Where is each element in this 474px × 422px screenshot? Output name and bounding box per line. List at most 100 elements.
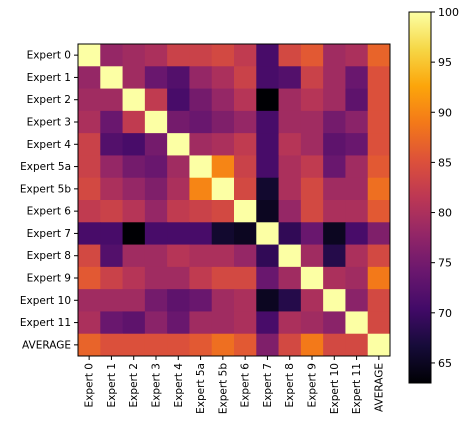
heatmap-cell-expert-7-expert-8 [278, 222, 302, 245]
heatmap-cell-expert-5a-expert-4 [167, 155, 190, 179]
heatmap-cell-expert-10-expert-0 [78, 289, 101, 312]
heatmap-cell-expert-9-expert-9 [300, 266, 324, 290]
heatmap-cell-expert-7-average [367, 222, 391, 245]
heatmap-cell-expert-8-expert-0 [78, 244, 101, 268]
heatmap-cell-expert-3-expert-3 [144, 110, 168, 134]
heatmap-cell-expert-4-expert-8 [278, 133, 302, 156]
column-label-expert-3: Expert 3 [151, 363, 163, 407]
row-label-expert-0: Expert 0 [27, 50, 71, 62]
heatmap-cell-expert-3-expert-1 [100, 110, 123, 134]
row-label-expert-3: Expert 3 [27, 117, 71, 129]
heatmap-cell-expert-11-expert-5b [211, 311, 235, 335]
heatmap-cell-expert-0-expert-6 [234, 44, 257, 67]
colorbar-tick-label-90: 90 [438, 106, 452, 119]
heatmap-cell-expert-5b-expert-2 [122, 177, 146, 201]
heatmap-cell-expert-3-expert-4 [167, 110, 190, 134]
heatmap-cell-expert-1-expert-4 [167, 66, 190, 89]
heatmap-cell-average-expert-6 [234, 333, 257, 357]
heatmap-cell-average-expert-9 [300, 333, 324, 357]
colorbar-tick-label-100: 100 [438, 6, 459, 19]
heatmap-cell-expert-8-expert-10 [323, 244, 346, 268]
heatmap-cell-expert-6-expert-7 [256, 200, 279, 223]
row-label-expert-8: Expert 8 [27, 250, 71, 262]
heatmap-cell-expert-5b-average [367, 177, 391, 201]
heatmap-cell-expert-3-expert-10 [323, 110, 346, 134]
column-label-expert-8: Expert 8 [284, 363, 296, 407]
column-label-expert-5b: Expert 5b [217, 363, 229, 414]
column-labels: Expert 0 Expert 1 Expert 2 Expert 3 Expert 4… [84, 356, 385, 414]
heatmap-cell-expert-10-expert-11 [345, 289, 369, 312]
colorbar [408, 11, 432, 384]
colorbar-tick-label-75: 75 [438, 257, 452, 270]
heatmap-cell-expert-1-average [367, 66, 391, 89]
colorbar-tick-label-85: 85 [438, 156, 452, 169]
heatmap-cell-expert-9-expert-5a [189, 266, 213, 290]
heatmap-cell-expert-9-expert-7 [256, 266, 279, 290]
heatmap-cell-expert-6-expert-5a [189, 200, 213, 223]
heatmap-cell-average-expert-5b [211, 333, 235, 357]
heatmap-cell-expert-9-expert-1 [100, 266, 123, 290]
heatmap-cell-expert-5a-expert-3 [144, 155, 168, 179]
heatmap-cell-expert-5b-expert-0 [78, 177, 101, 201]
heatmap-cell-expert-2-expert-10 [323, 88, 346, 112]
heatmap-cell-expert-6-expert-9 [300, 200, 324, 223]
heatmap-cell-expert-7-expert-7 [256, 222, 279, 245]
heatmap-cell-average-expert-5a [189, 333, 213, 357]
heatmap-cell-expert-4-expert-6 [234, 133, 257, 156]
heatmap-cell-expert-3-expert-5a [189, 110, 213, 134]
column-label-expert-6: Expert 6 [240, 363, 252, 408]
heatmap-cell-average-expert-3 [144, 333, 168, 357]
heatmap-cell-expert-6-expert-10 [323, 200, 346, 223]
heatmap-cell-expert-4-average [367, 133, 391, 156]
heatmap-cell-expert-9-expert-0 [78, 266, 101, 290]
heatmap-cell-expert-4-expert-0 [78, 133, 101, 156]
heatmap-cell-expert-9-expert-8 [278, 266, 302, 290]
heatmap-cell-expert-10-expert-9 [300, 289, 324, 312]
heatmap-cell-average-expert-0 [78, 333, 101, 357]
column-label-expert-1: Expert 1 [106, 363, 118, 407]
row-label-expert-9: Expert 9 [27, 273, 71, 285]
heatmap-cell-expert-6-expert-3 [144, 200, 168, 223]
heatmap-cell-expert-1-expert-5b [211, 66, 235, 89]
heatmap-cell-expert-0-expert-0 [78, 44, 101, 67]
heatmap-cell-expert-5a-expert-0 [78, 155, 101, 179]
column-label-average: AVERAGE [373, 363, 385, 412]
heatmap-cell-expert-0-expert-8 [278, 44, 302, 67]
heatmap-cell-expert-6-expert-8 [278, 200, 302, 223]
heatmap-cell-expert-1-expert-2 [122, 66, 146, 89]
heatmap-cell-expert-0-expert-5a [189, 44, 213, 67]
row-label-expert-7: Expert 7 [27, 228, 71, 240]
heatmap-cell-expert-8-expert-5b [211, 244, 235, 268]
heatmap-cell-expert-8-expert-8 [278, 244, 302, 268]
heatmap-cell-expert-4-expert-1 [100, 133, 123, 156]
heatmap-cell-expert-10-expert-1 [100, 289, 123, 312]
colorbar-tick-label-95: 95 [438, 56, 452, 69]
heatmap-cell-expert-1-expert-9 [300, 66, 324, 89]
heatmap-cell-expert-7-expert-11 [345, 222, 369, 245]
heatmap-cell-expert-11-expert-11 [345, 311, 369, 335]
heatmap-cell-expert-10-expert-10 [323, 289, 346, 312]
heatmap-cell-expert-3-expert-2 [122, 110, 146, 134]
heatmap-cell-expert-10-expert-3 [144, 289, 168, 312]
heatmap-cell-expert-11-expert-0 [78, 311, 101, 335]
heatmap-cell-expert-5b-expert-3 [144, 177, 168, 201]
heatmap-cell-expert-8-expert-4 [167, 244, 190, 268]
heatmap-cell-expert-0-expert-7 [256, 44, 279, 67]
heatmap-cell-expert-11-expert-8 [278, 311, 302, 335]
heatmap-cell-expert-2-expert-6 [234, 88, 257, 112]
heatmap-cell-expert-5a-expert-7 [256, 155, 279, 179]
heatmap-cell-expert-4-expert-11 [345, 133, 369, 156]
heatmap-cell-expert-1-expert-3 [144, 66, 168, 89]
heatmap-cell-expert-7-expert-3 [144, 222, 168, 245]
heatmap-cell-expert-2-expert-1 [100, 88, 123, 112]
row-label-expert-10: Expert 10 [20, 295, 71, 307]
heatmap-cell-expert-1-expert-1 [100, 66, 123, 89]
heatmap-cell-expert-4-expert-2 [122, 133, 146, 156]
heatmap-cell-expert-2-expert-2 [122, 88, 146, 112]
heatmap-cell-expert-10-average [367, 289, 391, 312]
heatmap-cell-expert-2-expert-11 [345, 88, 369, 112]
heatmap-cell-expert-0-expert-11 [345, 44, 369, 67]
heatmap-cell-expert-5a-expert-11 [345, 155, 369, 179]
heatmap-cell-expert-4-expert-5b [211, 133, 235, 156]
heatmap-cell-average-expert-4 [167, 333, 190, 357]
